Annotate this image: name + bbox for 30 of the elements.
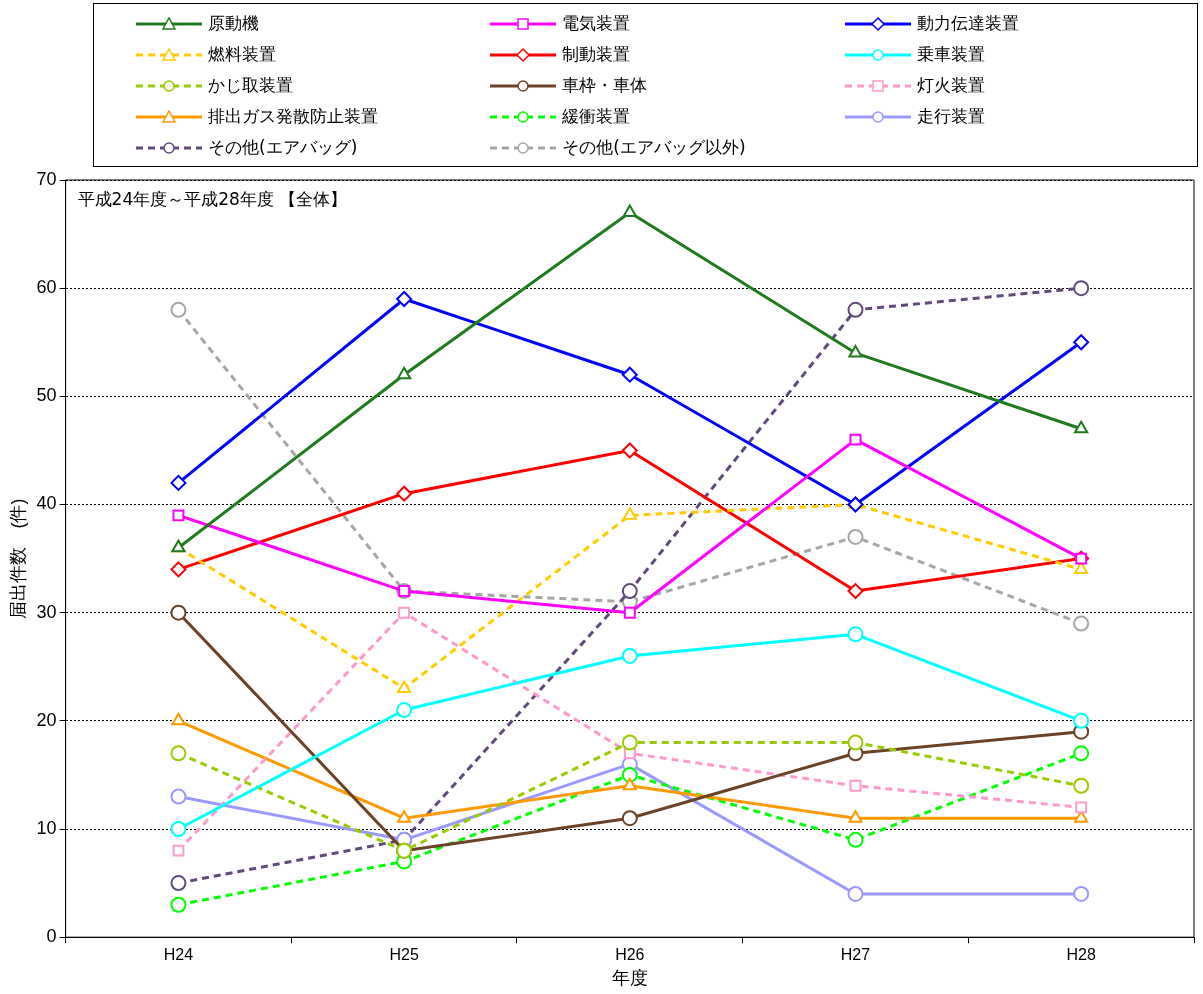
y-tick-label: 60 — [36, 277, 57, 298]
y-tick-label: 30 — [36, 601, 57, 622]
legend-label: 走行装置 — [916, 105, 985, 128]
legend-label: その他(エアバッグ以外) — [562, 136, 746, 159]
legend-label: 燃料装置 — [208, 43, 276, 66]
y-tick-label: 50 — [36, 385, 57, 406]
legend-label: 原動機 — [208, 12, 259, 35]
legend-label: 電気装置 — [562, 12, 631, 35]
annotation: 平成24年度～平成28年度 【全体】 — [77, 188, 348, 209]
legend-label: 動力伝達装置 — [916, 12, 1019, 35]
x-tick-label: H24 — [163, 946, 194, 964]
y-tick-label: 70 — [36, 168, 57, 189]
legend-label: 緩衝装置 — [562, 105, 631, 128]
x-tick-label: H28 — [1066, 946, 1096, 964]
legend-label: 乗車装置 — [916, 43, 985, 66]
y-tick-label: 0 — [46, 926, 57, 947]
legend-label: 排出ガス発散防止装置 — [208, 105, 378, 128]
y-tick-label: 20 — [36, 709, 57, 730]
legend-label: かじ取装置 — [208, 74, 293, 97]
legend-label: 灯火装置 — [916, 74, 985, 97]
y-axis-title: 届出件数 (件) — [7, 498, 28, 619]
y-tick-label: 10 — [36, 818, 57, 838]
x-tick-label: H26 — [615, 946, 645, 964]
legend-label: その他(エアバッグ) — [208, 136, 358, 159]
legend-label: 制動装置 — [562, 43, 631, 66]
x-tick-label: H25 — [389, 946, 419, 964]
x-tick-label: H27 — [840, 946, 871, 964]
x-axis-title: 年度 — [611, 968, 648, 989]
legend-label: 車枠・車体 — [562, 74, 648, 97]
y-tick-label: 40 — [36, 493, 57, 514]
